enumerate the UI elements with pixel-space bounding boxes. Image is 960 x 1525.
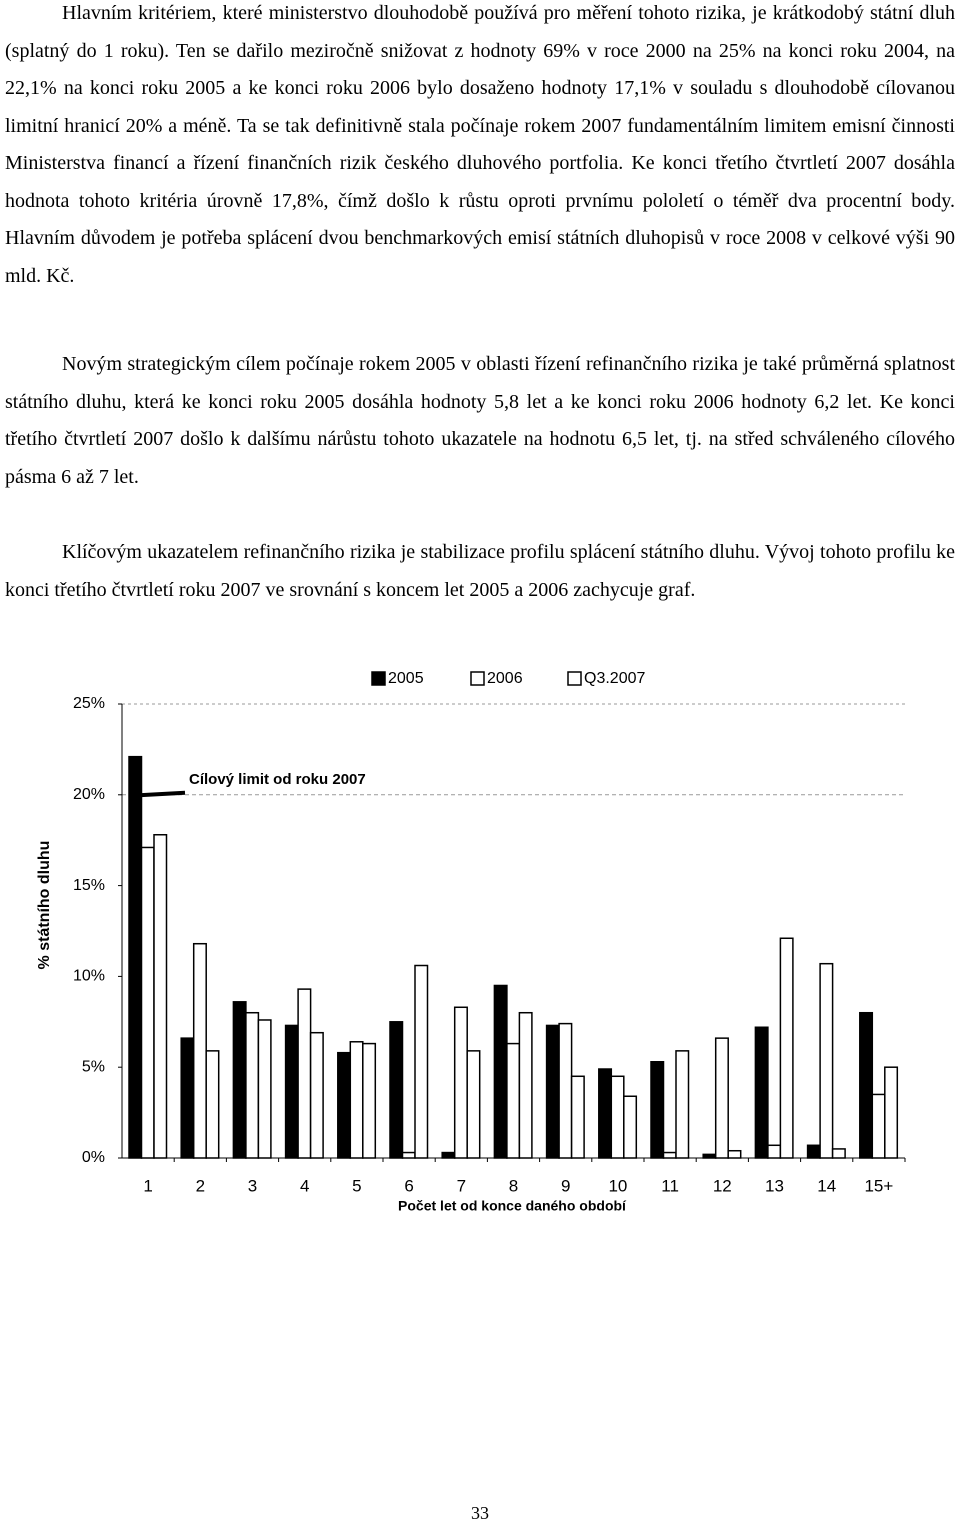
target-label: Cílový limit od roku 2007 <box>189 771 366 788</box>
bar <box>337 1051 352 1159</box>
bar <box>232 1001 247 1159</box>
paragraph: Klíčovým ukazatelem refinančního rizika … <box>5 541 955 601</box>
bar <box>518 1011 533 1159</box>
y-tick-label: 10% <box>73 968 105 985</box>
y-tick-label: 25% <box>73 695 105 712</box>
y-tick-label: 0% <box>82 1149 105 1166</box>
legend-label: Q3.2007 <box>584 670 645 687</box>
bar <box>610 1075 625 1159</box>
bar <box>714 1037 729 1159</box>
y-tick-label: 5% <box>82 1058 105 1075</box>
bar <box>493 984 508 1159</box>
x-tick-label: 15+ <box>864 1176 893 1195</box>
bar <box>871 1093 886 1159</box>
bar <box>623 1095 638 1159</box>
bar <box>192 942 207 1159</box>
bar <box>466 1050 481 1159</box>
bar <box>453 1006 468 1159</box>
bar <box>349 1041 364 1159</box>
bar <box>884 1066 899 1159</box>
y-tick-label: 15% <box>73 877 105 894</box>
x-tick-label: 5 <box>352 1176 361 1195</box>
bar <box>650 1061 665 1159</box>
x-tick-label: 10 <box>608 1176 627 1195</box>
x-axis-title: Počet let od konce daného období <box>398 1198 627 1214</box>
paragraph: Hlavním kritériem, které ministerstvo dl… <box>5 2 955 287</box>
bar <box>297 988 312 1159</box>
x-tick-label: 12 <box>713 1176 732 1195</box>
x-tick-label: 7 <box>457 1176 466 1195</box>
x-tick-label: 6 <box>404 1176 413 1195</box>
x-tick-label: 1 <box>143 1176 152 1195</box>
y-tick-label: 20% <box>73 786 105 803</box>
bar <box>414 964 429 1159</box>
bar <box>309 1031 324 1159</box>
bar <box>140 846 155 1159</box>
bar <box>362 1042 377 1159</box>
bar <box>819 962 834 1159</box>
bar <box>128 755 143 1159</box>
bar <box>806 1144 821 1159</box>
x-tick-label: 4 <box>300 1176 309 1195</box>
bar <box>401 1151 416 1159</box>
legend-swatch <box>567 671 582 686</box>
bar <box>153 834 168 1159</box>
x-tick-label: 2 <box>196 1176 205 1195</box>
paragraph: Novým strategickým cílem počínaje rokem … <box>5 353 955 488</box>
x-tick-label: 8 <box>509 1176 518 1195</box>
x-tick-label: 13 <box>765 1176 784 1195</box>
legend-swatch <box>470 671 485 686</box>
bar <box>558 1022 573 1159</box>
bar <box>831 1148 846 1159</box>
bar <box>284 1024 299 1159</box>
x-tick-label: 3 <box>248 1176 257 1195</box>
bar <box>702 1153 717 1159</box>
legend-label: 2006 <box>487 670 523 687</box>
legend-label: 2005 <box>388 670 424 687</box>
bar <box>727 1149 742 1159</box>
page-number: 33 <box>471 1503 489 1523</box>
bar <box>180 1037 195 1159</box>
legend-swatch <box>371 671 386 686</box>
bar <box>662 1151 677 1159</box>
bar <box>545 1024 560 1159</box>
bar <box>506 1042 521 1159</box>
bar <box>257 1019 272 1159</box>
bar <box>570 1075 585 1159</box>
bar <box>389 1021 404 1159</box>
y-axis-title: % státního dluhu <box>36 841 53 970</box>
bar <box>205 1050 220 1159</box>
bar <box>598 1068 613 1159</box>
bar <box>779 937 794 1159</box>
bar <box>441 1151 456 1159</box>
x-tick-label: 11 <box>661 1176 679 1195</box>
x-tick-label: 14 <box>817 1176 836 1195</box>
bar <box>675 1050 690 1159</box>
bar <box>754 1026 769 1159</box>
bar <box>245 1011 260 1159</box>
bar <box>859 1011 874 1159</box>
x-tick-label: 9 <box>561 1176 570 1195</box>
bar <box>767 1144 782 1159</box>
